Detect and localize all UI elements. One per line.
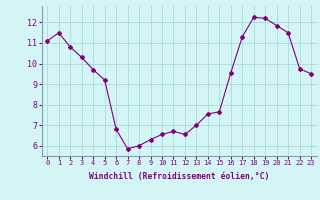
- X-axis label: Windchill (Refroidissement éolien,°C): Windchill (Refroidissement éolien,°C): [89, 172, 269, 181]
